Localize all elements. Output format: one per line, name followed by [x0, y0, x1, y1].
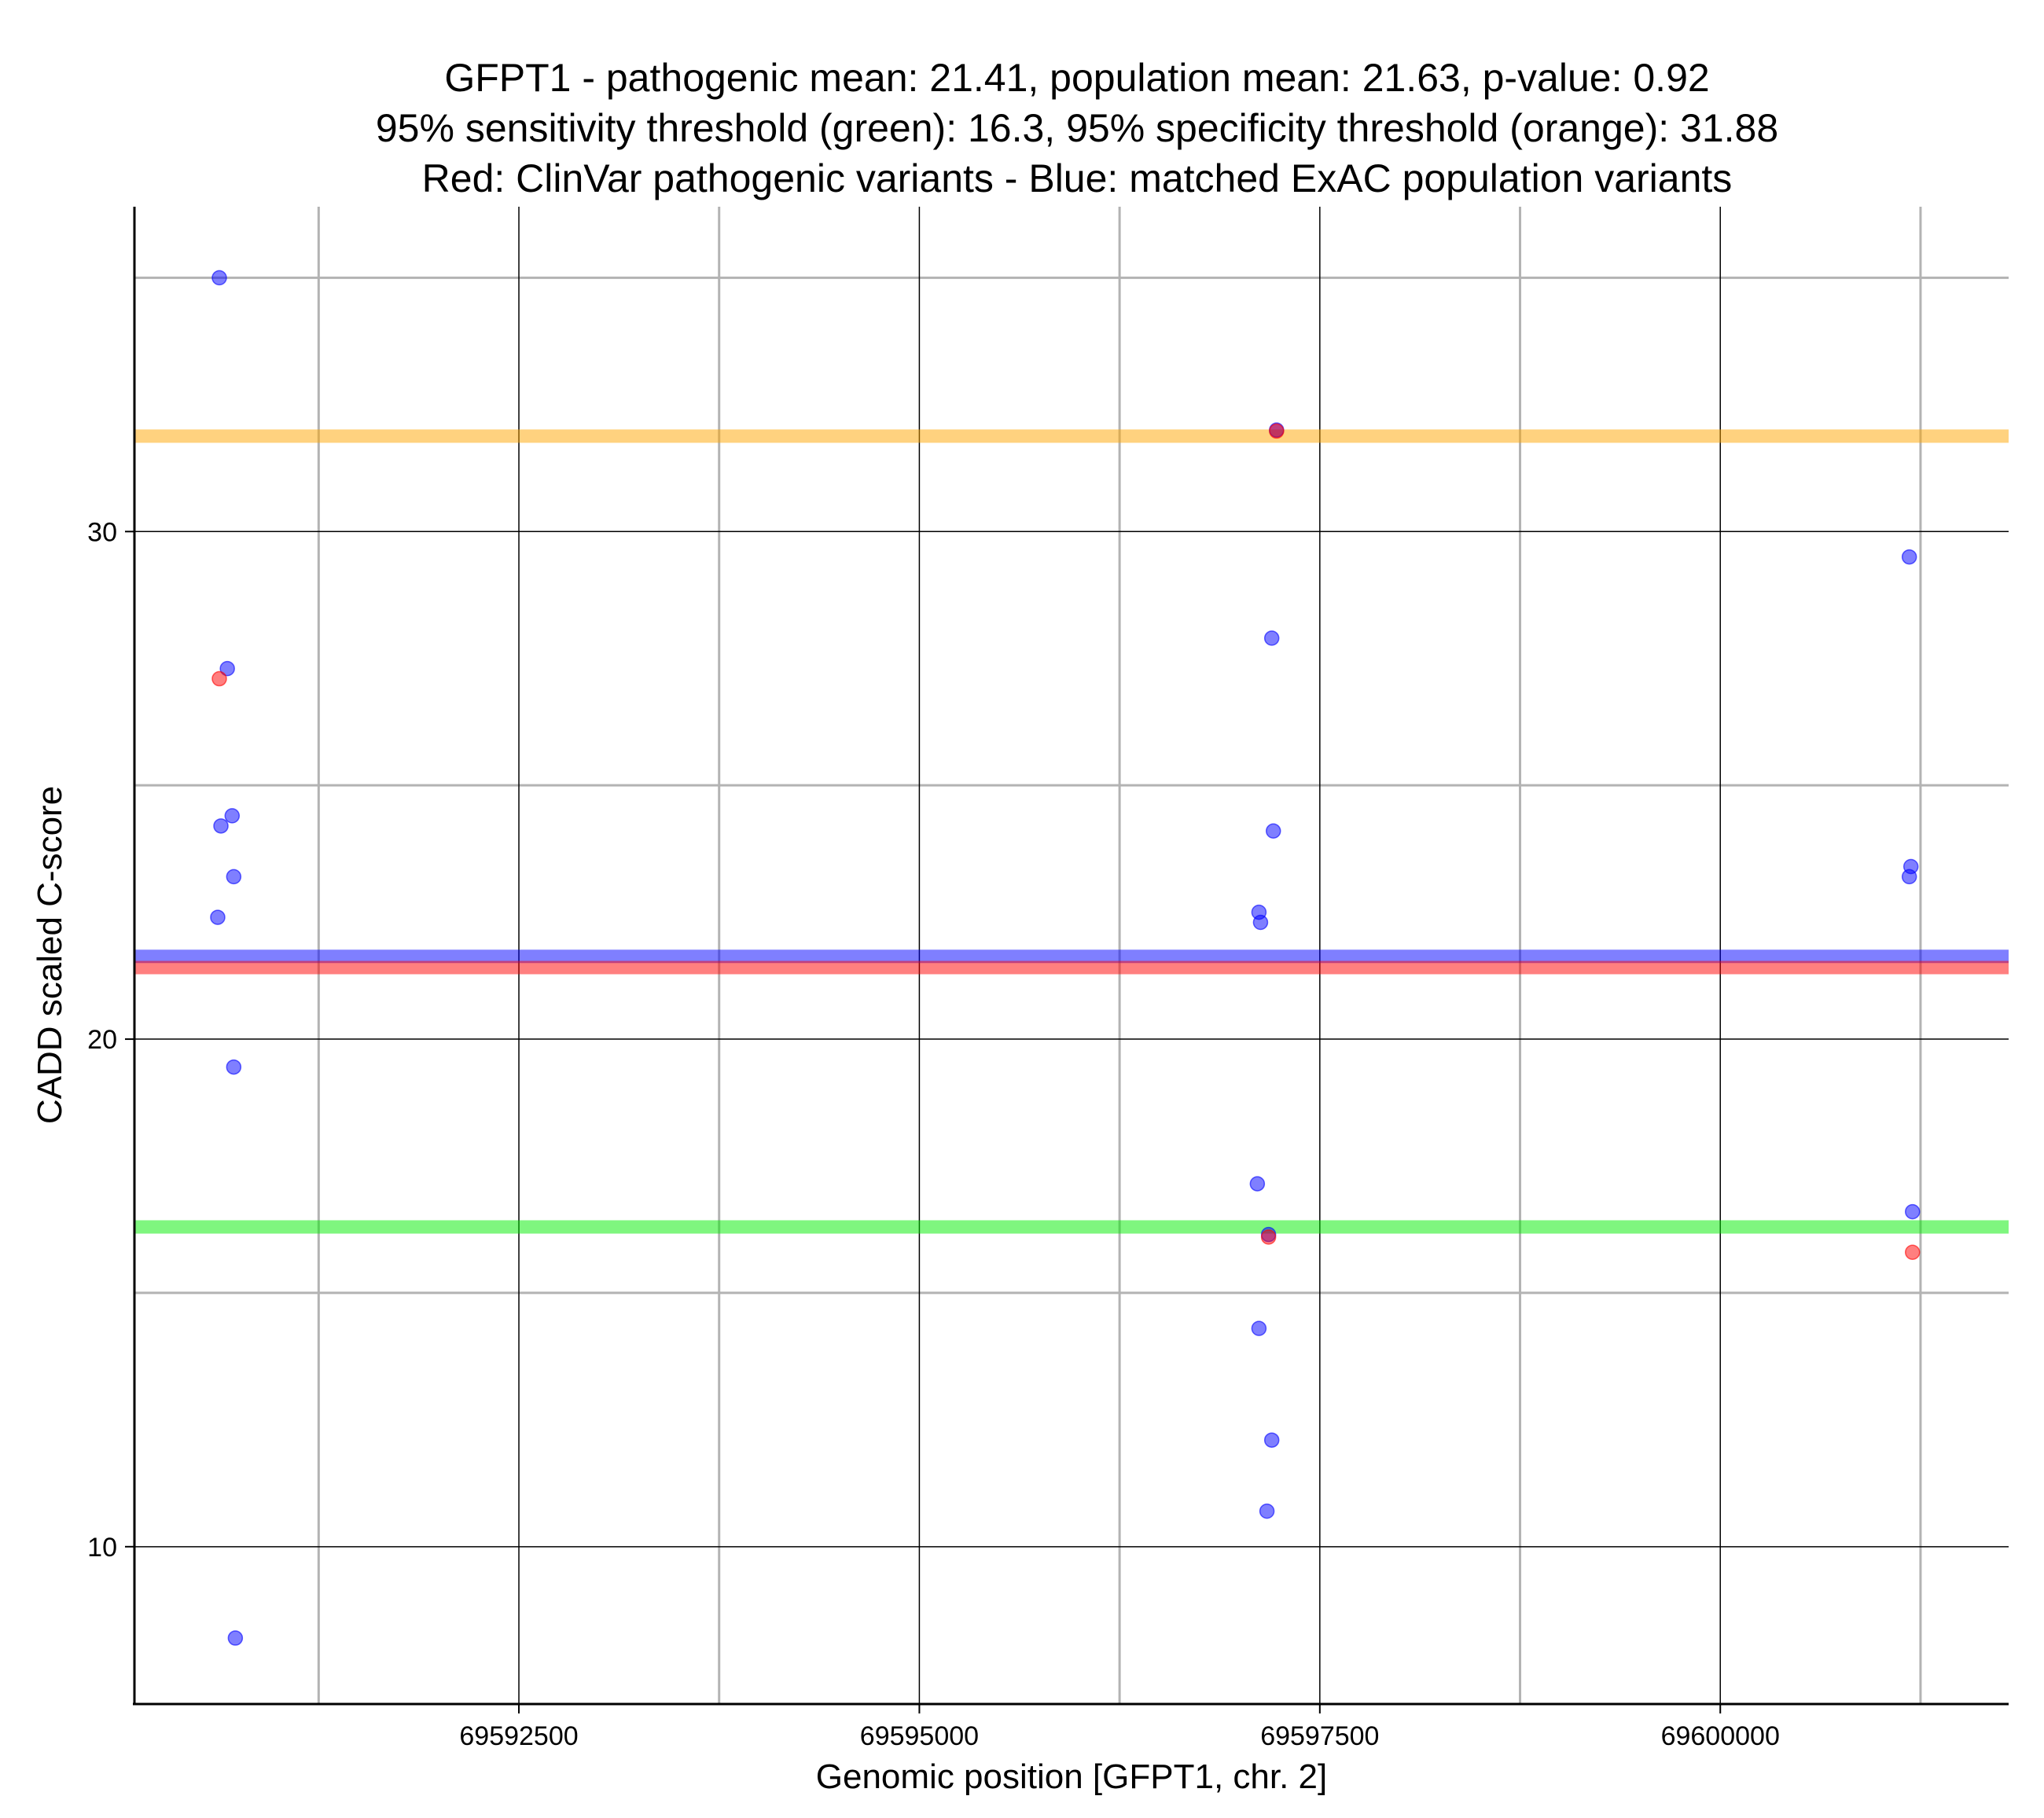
population-point [1263, 630, 1280, 646]
population-point [213, 818, 229, 834]
population-point [1904, 1203, 1921, 1220]
population-point [1901, 549, 1917, 565]
y-tick-label: 20 [87, 1025, 117, 1055]
y-tick-label: 10 [87, 1533, 117, 1563]
population-point [227, 1630, 244, 1646]
title-line-2: 95% sensitivity threshold (green): 16.3,… [376, 106, 1778, 150]
pathogenic-point [1904, 1244, 1921, 1261]
y-axis-label: CADD scaled C-score [31, 786, 69, 1124]
x-tick-label: 69600000 [1661, 1721, 1780, 1751]
population-point [219, 660, 235, 677]
x-axis-label: Genomic position [GFPT1, chr. 2] [816, 1757, 1327, 1796]
x-tick-label: 69595000 [860, 1721, 979, 1751]
title-line-3: Red: ClinVar pathogenic variants - Blue:… [422, 156, 1733, 200]
threshold-lines [134, 429, 2009, 1234]
pathogenic-point [1260, 1229, 1277, 1245]
population-point [1265, 823, 1281, 839]
pathogenic-point [211, 670, 227, 687]
population-point [1263, 1432, 1280, 1448]
x-tick-label: 69597500 [1260, 1721, 1379, 1751]
chart-title: GFPT1 - pathogenic mean: 21.41, populati… [376, 56, 1778, 200]
tick-labels: 69592500 69595000 69597500 69600000 10 20 30 [87, 517, 1780, 1751]
population-point [224, 808, 241, 824]
x-tick-label: 69592500 [459, 1721, 578, 1751]
data-points [210, 270, 1921, 1646]
population-point [1259, 1503, 1275, 1519]
title-line-1: GFPT1 - pathogenic mean: 21.41, populati… [444, 56, 1709, 100]
population-point [226, 869, 242, 885]
population-point [226, 1059, 242, 1075]
population-point [1252, 914, 1269, 931]
y-tick-label: 30 [87, 517, 117, 547]
population-point [1251, 1320, 1267, 1336]
population-point [1901, 869, 1917, 885]
pathogenic-point [1269, 423, 1285, 439]
population-point [211, 270, 227, 286]
axes [133, 207, 2009, 1706]
population-point [1249, 1176, 1266, 1192]
population-point [210, 909, 226, 925]
